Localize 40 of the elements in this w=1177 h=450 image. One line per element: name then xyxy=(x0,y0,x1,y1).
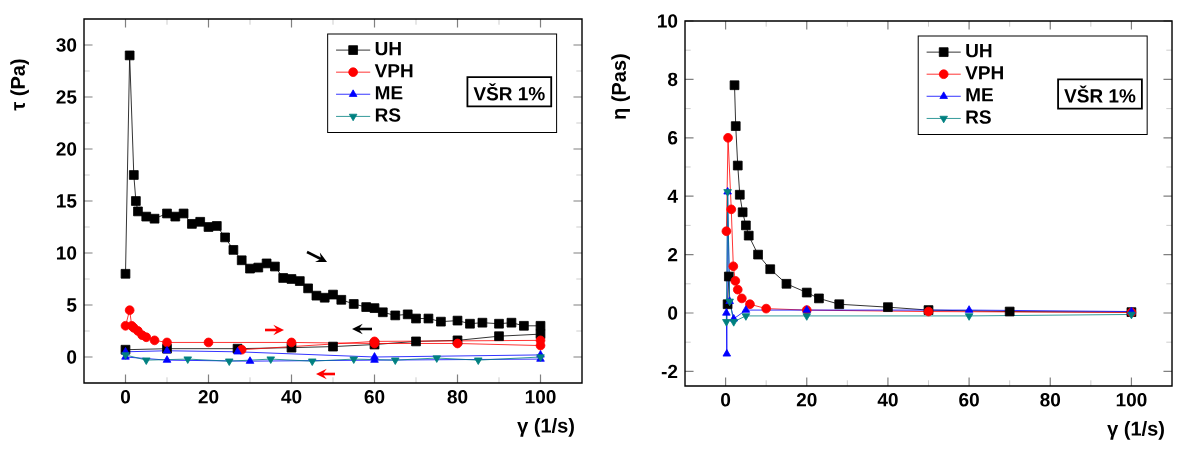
legend-label: ME xyxy=(375,86,403,100)
x-tick-label: 60 xyxy=(364,390,385,404)
y-tick-label: 4 xyxy=(667,189,678,203)
x-tick-label: 100 xyxy=(1116,393,1147,407)
x-tick-label: 20 xyxy=(796,393,817,407)
y-tick-label: 6 xyxy=(668,131,678,145)
x-tick-label: 100 xyxy=(525,390,556,404)
y-tick-label: 15 xyxy=(57,194,77,208)
y-tick-label: -2 xyxy=(661,364,678,379)
annotation: VŠR 1% xyxy=(473,83,545,101)
x-tick-label: 40 xyxy=(281,390,302,404)
y-tick-label: 0 xyxy=(67,350,77,364)
x-tick-label: 40 xyxy=(877,393,898,407)
y-tick-label: 10 xyxy=(658,14,678,28)
x-tick-label: 60 xyxy=(959,393,979,407)
legend-label: UH xyxy=(375,42,401,56)
legend-label: RS xyxy=(966,110,991,124)
legend-label: VPH xyxy=(965,66,1003,80)
x-tick-label: 0 xyxy=(721,393,731,407)
legend-label: RS xyxy=(375,108,401,122)
x-tick-label: 80 xyxy=(1040,393,1061,407)
y-axis-title: τ (Pa) xyxy=(10,59,29,111)
y-tick-label: 8 xyxy=(667,72,678,87)
x-tick-label: 80 xyxy=(447,390,468,404)
y-tick-label: 2 xyxy=(668,247,678,262)
legend-label: UH xyxy=(966,44,992,58)
x-axis-title: γ (1/s) xyxy=(1107,421,1164,440)
legend-label: VPH xyxy=(374,64,413,78)
y-tick-label: 0 xyxy=(668,306,678,320)
y-axis-title: η (Pas) xyxy=(611,54,630,119)
x-tick-label: 20 xyxy=(198,390,219,404)
y-tick-label: 20 xyxy=(56,142,77,156)
x-axis-title: γ (1/s) xyxy=(517,418,574,437)
x-tick-label: 0 xyxy=(120,390,131,404)
y-tick-label: 5 xyxy=(66,298,77,312)
legend-label: ME xyxy=(966,88,993,102)
annotation: VŠR 1% xyxy=(1064,85,1136,103)
y-tick-label: 30 xyxy=(56,38,77,52)
y-tick-label: 10 xyxy=(57,246,77,260)
y-tick-label: 25 xyxy=(56,90,77,104)
